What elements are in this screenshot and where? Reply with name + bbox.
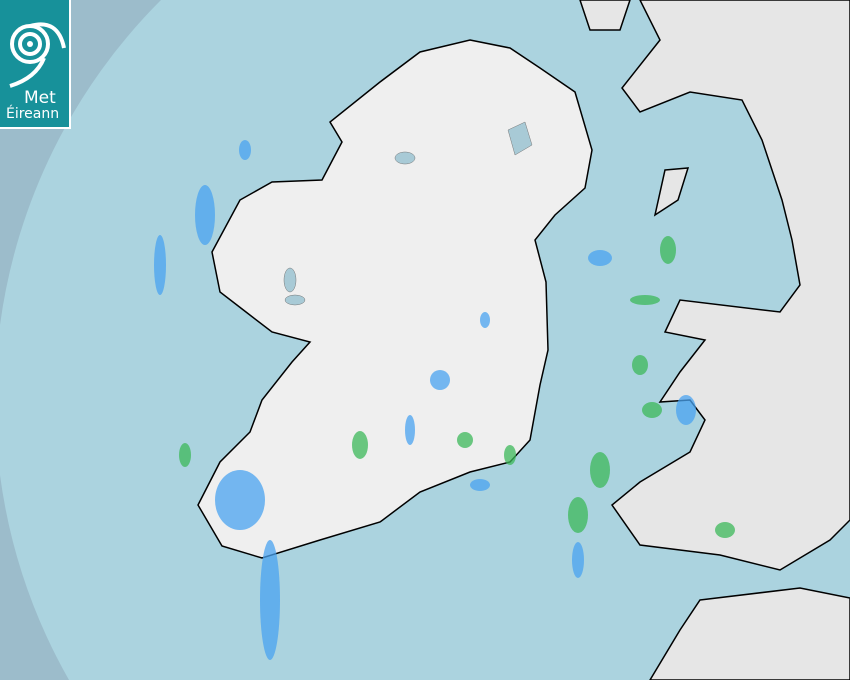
great-britain-landmass <box>579 0 850 680</box>
rain-echo <box>588 250 612 266</box>
lakes <box>283 121 533 306</box>
logo-text-eireann: Éireann <box>6 106 60 122</box>
rain-echo <box>572 542 584 578</box>
rain-echo <box>179 443 191 467</box>
met-eireann-swirl-icon <box>9 22 66 88</box>
rain-echo <box>504 445 516 465</box>
rain-echo <box>480 312 490 328</box>
logo-text-met: Met <box>24 88 56 108</box>
rain-echo <box>590 452 610 488</box>
rain-echo <box>457 432 473 448</box>
ireland-landmass <box>197 39 593 559</box>
rain-echo <box>715 522 735 538</box>
rain-echo <box>405 415 415 445</box>
rain-echo <box>239 140 251 160</box>
rain-echo <box>568 497 588 533</box>
radar-precipitation <box>154 140 735 660</box>
rain-echo <box>470 479 490 491</box>
rain-echo <box>630 295 660 305</box>
rain-echo <box>660 236 676 264</box>
isle-of-man <box>653 167 690 217</box>
rain-echo <box>195 185 215 245</box>
rain-echo <box>642 402 662 418</box>
rain-echo <box>215 470 265 530</box>
rain-echo <box>154 235 166 295</box>
met-eireann-logo: Met Éireann <box>0 0 71 129</box>
rain-echo <box>430 370 450 390</box>
rain-echo <box>260 540 280 660</box>
rain-echo <box>632 355 648 375</box>
rain-echo <box>352 431 368 459</box>
rain-echo <box>676 395 696 425</box>
